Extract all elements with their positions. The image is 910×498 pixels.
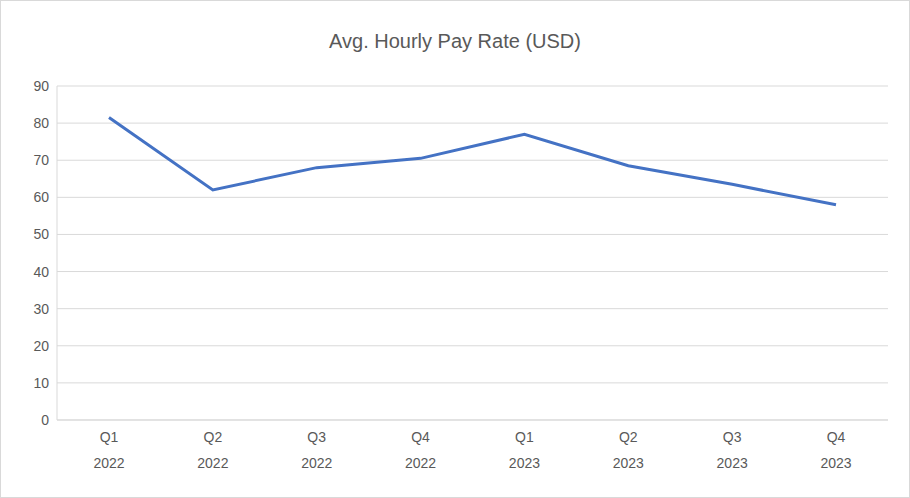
svg-text:0: 0	[41, 412, 49, 428]
svg-text:80: 80	[33, 115, 49, 131]
svg-text:Q42022: Q42022	[405, 429, 436, 471]
svg-text:90: 90	[33, 78, 49, 94]
svg-text:Q32023: Q32023	[717, 429, 748, 471]
svg-text:Q12022: Q12022	[93, 429, 124, 471]
svg-text:50: 50	[33, 226, 49, 242]
html-text:Avg. Hourly Pay Rate (USD): Avg. Hourly Pay Rate (USD)	[329, 30, 581, 52]
svg-text:60: 60	[33, 189, 49, 205]
svg-text:Q22023: Q22023	[613, 429, 644, 471]
svg-text:10: 10	[33, 375, 49, 391]
svg-text:40: 40	[33, 264, 49, 280]
svg-text:Q42023: Q42023	[820, 429, 851, 471]
svg-text:Q22022: Q22022	[197, 429, 228, 471]
svg-text:20: 20	[33, 338, 49, 354]
svg-text:Q32022: Q32022	[301, 429, 332, 471]
svg-text:70: 70	[33, 152, 49, 168]
svg-text:30: 30	[33, 301, 49, 317]
svg-text:Q12023: Q12023	[509, 429, 540, 471]
